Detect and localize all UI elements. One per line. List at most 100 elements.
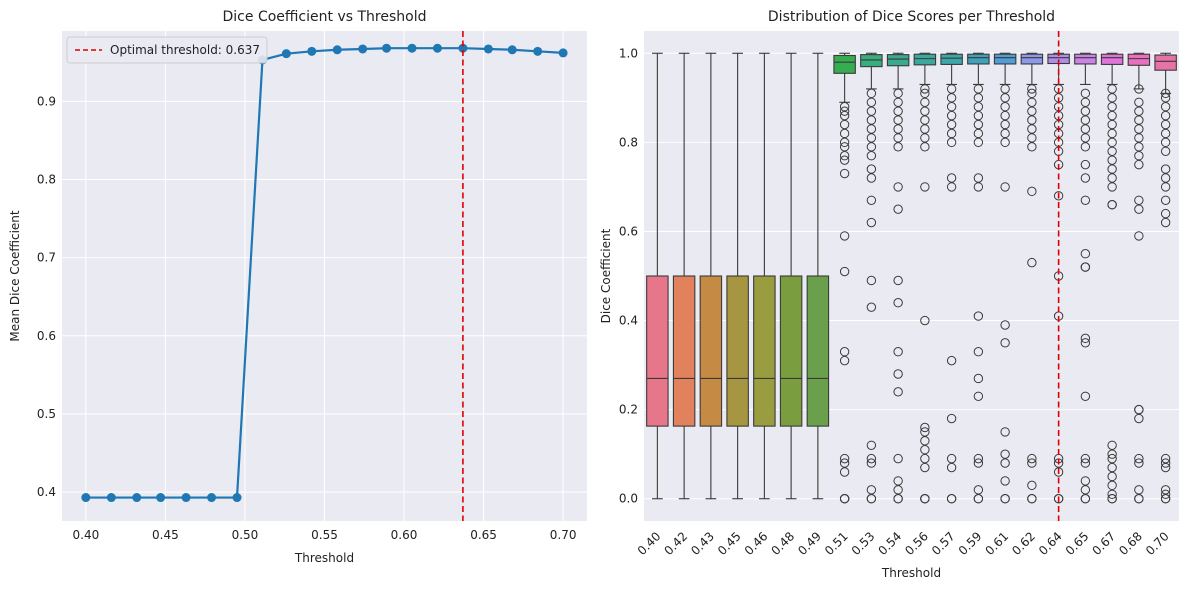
outlier-point: [1053, 467, 1064, 477]
outlier-point: [973, 453, 984, 464]
line-chart-x-label: Threshold: [294, 551, 354, 565]
outlier-point: [1107, 200, 1117, 210]
box-iqr: [967, 53, 990, 65]
box-iqr: [940, 53, 963, 65]
y-tick-label: 0.2: [619, 403, 638, 417]
outlier-point: [866, 485, 877, 495]
x-tick-label: 0.51: [822, 529, 851, 558]
y-tick-label: 0.4: [37, 485, 56, 499]
x-tick-label: 0.61: [982, 529, 1011, 558]
outlier-point: [839, 266, 850, 277]
outlier-point: [1027, 115, 1037, 125]
mean-dice-point: [281, 49, 291, 59]
legend-box: [66, 36, 268, 64]
outlier-point: [893, 476, 903, 486]
box-chart-plot-area: [644, 31, 1179, 521]
outlier-point: [920, 115, 930, 125]
x-tick-label: 0.53: [849, 529, 878, 558]
outlier-point: [893, 298, 903, 308]
outlier-point: [1080, 249, 1091, 259]
outlier-point: [973, 102, 984, 112]
outlier-point: [1134, 485, 1144, 495]
line-chart-x-ticks: 0.40 0.45 0.50 0.55 0.60 0.65 0.70: [73, 528, 577, 542]
x-tick-label: 0.67: [1089, 529, 1118, 558]
outlier-point: [1134, 494, 1144, 504]
outlier-point: [1134, 231, 1144, 241]
box-0.61: [993, 52, 1017, 504]
outlier-point: [1134, 404, 1144, 415]
outlier-point: [839, 168, 850, 179]
outlier-point: [866, 151, 877, 161]
mean-dice-point: [458, 43, 468, 53]
outlier-point: [1160, 217, 1171, 228]
outlier-point: [893, 494, 903, 504]
box-0.70: [1154, 52, 1177, 504]
box-iqr: [753, 275, 776, 427]
outlier-point: [973, 128, 984, 139]
x-tick-label: 0.65: [470, 528, 497, 542]
box-iqr: [1020, 53, 1044, 65]
outlier-point: [973, 93, 984, 103]
outlier-point: [893, 453, 903, 464]
outlier-point: [1134, 453, 1144, 464]
outlier-point: [1000, 494, 1010, 504]
outlier-point: [1080, 476, 1091, 486]
outlier-point: [866, 195, 877, 205]
box-chart-x-ticks: 0.400.420.430.450.460.480.490.510.530.54…: [635, 529, 1172, 558]
outlier-point: [1134, 204, 1144, 214]
outlier-point: [920, 133, 930, 143]
outlier-point: [839, 458, 850, 468]
outlier-point: [973, 494, 984, 504]
outlier-point: [1027, 458, 1037, 468]
outlier-point: [839, 102, 850, 112]
x-tick-label: 0.60: [391, 528, 418, 542]
outlier-point: [1080, 262, 1091, 272]
outlier-point: [1107, 119, 1117, 130]
outlier-point: [920, 436, 930, 446]
outlier-point: [973, 182, 984, 192]
outlier-point: [866, 217, 877, 228]
outlier-point: [1107, 110, 1117, 121]
box-iqr: [860, 54, 883, 68]
y-tick-label: 0.0: [619, 492, 638, 506]
x-tick-label: 0.65: [1063, 529, 1092, 558]
outlier-point: [946, 119, 957, 130]
box-iqr: [806, 275, 830, 427]
outlier-point: [1107, 449, 1117, 459]
outlier-point: [1000, 128, 1010, 139]
outlier-point: [1000, 476, 1010, 486]
outlier-point: [973, 311, 984, 321]
outlier-point: [1134, 133, 1144, 143]
mean-dice-point: [232, 493, 242, 503]
mean-dice-point: [181, 493, 191, 503]
outlier-point: [866, 124, 877, 134]
outlier-point: [920, 494, 930, 504]
box-0.65: [1074, 52, 1097, 504]
box-0.43: [699, 52, 723, 500]
outlier-point: [1027, 453, 1037, 464]
outlier-point: [1053, 494, 1064, 504]
y-tick-label: 0.8: [619, 135, 638, 149]
mean-dice-point: [507, 45, 517, 55]
outlier-point: [920, 453, 930, 464]
x-tick-label: 0.54: [875, 529, 904, 558]
y-tick-label: 0.9: [37, 94, 56, 108]
y-tick-label: 1.0: [619, 46, 638, 60]
outlier-point: [893, 204, 903, 214]
line-chart-grid: [62, 31, 587, 521]
outlier-point: [1107, 471, 1117, 482]
outlier-point: [1080, 391, 1091, 401]
outlier-point: [839, 119, 850, 130]
outlier-point: [1000, 182, 1010, 192]
outlier-point: [1160, 182, 1171, 192]
outlier-point: [1160, 119, 1171, 130]
outlier-point: [839, 467, 850, 477]
x-tick-label: 0.62: [1009, 529, 1038, 558]
outlier-point: [946, 110, 957, 121]
outlier-point: [839, 137, 850, 148]
outlier-point: [866, 275, 877, 286]
line-chart-y-ticks: 0.4 0.5 0.6 0.7 0.8 0.9: [37, 94, 56, 499]
outlier-point: [973, 173, 984, 183]
x-tick-label: 0.48: [768, 529, 797, 558]
outlier-point: [1134, 159, 1144, 170]
